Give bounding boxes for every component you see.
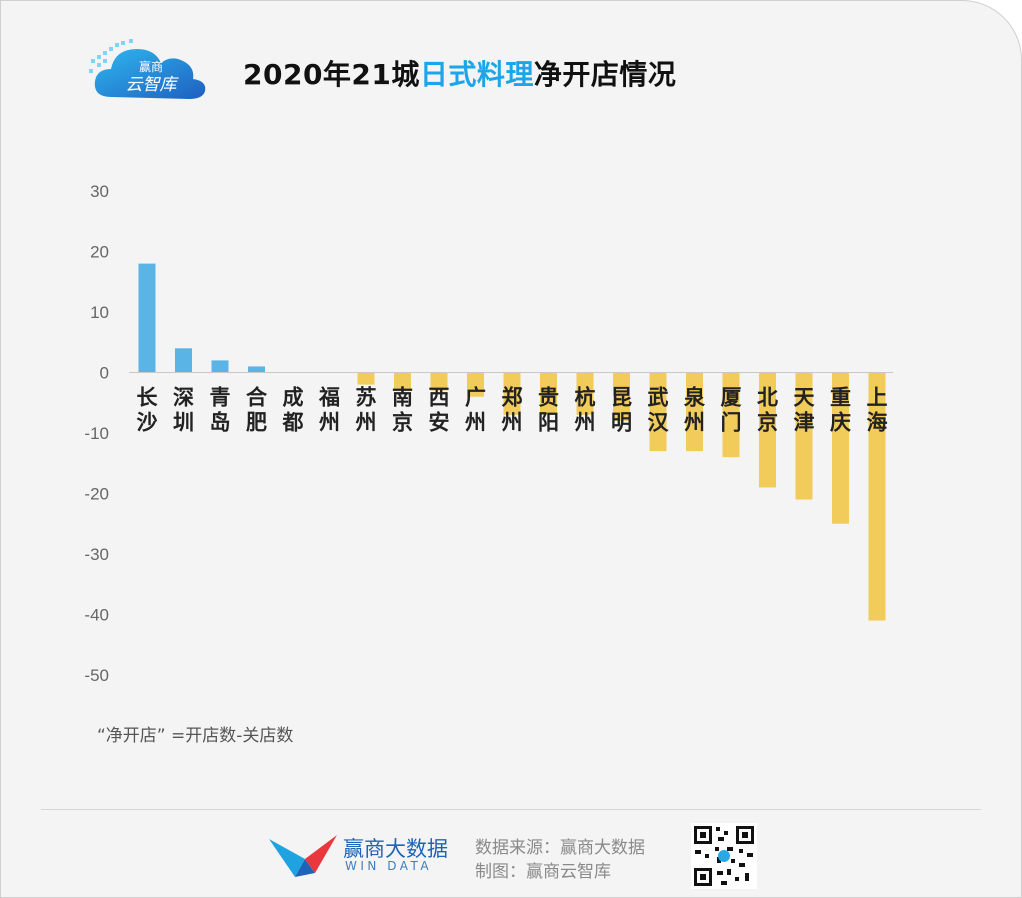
chart-maker: 制图：赢商云智库 xyxy=(475,862,611,882)
bar-1 xyxy=(175,348,192,373)
category-label: 长沙 xyxy=(137,386,159,435)
category-label: 广州 xyxy=(465,386,486,435)
y-tick-label: 10 xyxy=(90,303,109,322)
category-label: 南京 xyxy=(392,386,413,435)
category-label: 福州 xyxy=(318,386,340,435)
bar-20 xyxy=(868,372,886,621)
y-tick-label: 0 xyxy=(100,364,109,383)
qr-code-icon xyxy=(691,823,757,889)
bar-12 xyxy=(576,372,594,415)
bar-18 xyxy=(795,372,813,500)
bar-6 xyxy=(357,372,375,385)
win-data-logo-icon xyxy=(269,835,337,877)
bar-13 xyxy=(613,372,630,421)
category-label: 郑州 xyxy=(502,386,523,435)
bar-2 xyxy=(211,360,229,373)
brand-name-en: WIN DATA xyxy=(345,859,433,873)
bar-17 xyxy=(759,372,776,488)
category-label: 杭州 xyxy=(575,386,596,435)
logo-text-top: 赢商 xyxy=(139,59,163,74)
bar-chart: 30 20 10 0 -10 -20 -30 -40 -50 长沙深圳青岛合肥成都福州苏州南京西安… xyxy=(84,182,893,685)
category-label: 昆明 xyxy=(611,386,632,435)
y-tick-label: -20 xyxy=(84,485,109,504)
bar-0 xyxy=(138,263,156,373)
y-tick-label: -40 xyxy=(84,606,109,625)
bar-7 xyxy=(394,372,411,391)
category-label: 合肥 xyxy=(246,386,268,435)
logo-text-bottom: 云智库 xyxy=(126,75,180,94)
category-label: 青岛 xyxy=(210,386,231,435)
y-tick-label: -30 xyxy=(84,545,109,564)
bar-3 xyxy=(248,366,265,373)
bar-11 xyxy=(540,372,557,415)
bar-15 xyxy=(686,372,703,452)
y-tick-label: -10 xyxy=(84,424,109,443)
category-label: 深圳 xyxy=(173,386,194,435)
y-tick-label: 20 xyxy=(90,243,109,262)
cloud-logo-icon: 赢商 云智库 xyxy=(89,39,206,99)
y-tick-label: -50 xyxy=(84,666,109,685)
title-suffix: 净开店情况 xyxy=(533,58,677,91)
category-label: 天津 xyxy=(794,386,816,435)
bar-19 xyxy=(832,372,849,524)
chart-title: 2020年21城日式料理净开店情况 xyxy=(243,53,676,93)
bar-14 xyxy=(649,372,667,452)
bar-10 xyxy=(503,372,521,415)
bar-9 xyxy=(467,372,484,397)
category-label: 武汉 xyxy=(648,386,670,435)
category-label: 北京 xyxy=(757,386,778,435)
category-label: 成都 xyxy=(282,386,304,435)
category-label: 西安 xyxy=(429,386,450,435)
footer-divider xyxy=(41,809,981,810)
bar-8 xyxy=(430,372,448,391)
category-label: 苏州 xyxy=(356,386,377,435)
brand-name-cn: 赢商大数据 xyxy=(343,837,448,861)
category-label: 贵阳 xyxy=(538,386,559,435)
category-label: 重庆 xyxy=(830,386,851,435)
bar-16 xyxy=(722,372,740,458)
category-label: 上海 xyxy=(867,386,888,435)
title-highlight: 日式料理 xyxy=(419,58,534,91)
footnote: “净开店” =开店数-关店数 xyxy=(97,726,294,746)
data-source: 数据来源：赢商大数据 xyxy=(475,838,645,858)
y-tick-label: 30 xyxy=(90,182,109,201)
category-label: 厦门 xyxy=(721,386,742,435)
title-prefix: 2020年21城 xyxy=(243,58,420,91)
category-label: 泉州 xyxy=(684,386,706,435)
